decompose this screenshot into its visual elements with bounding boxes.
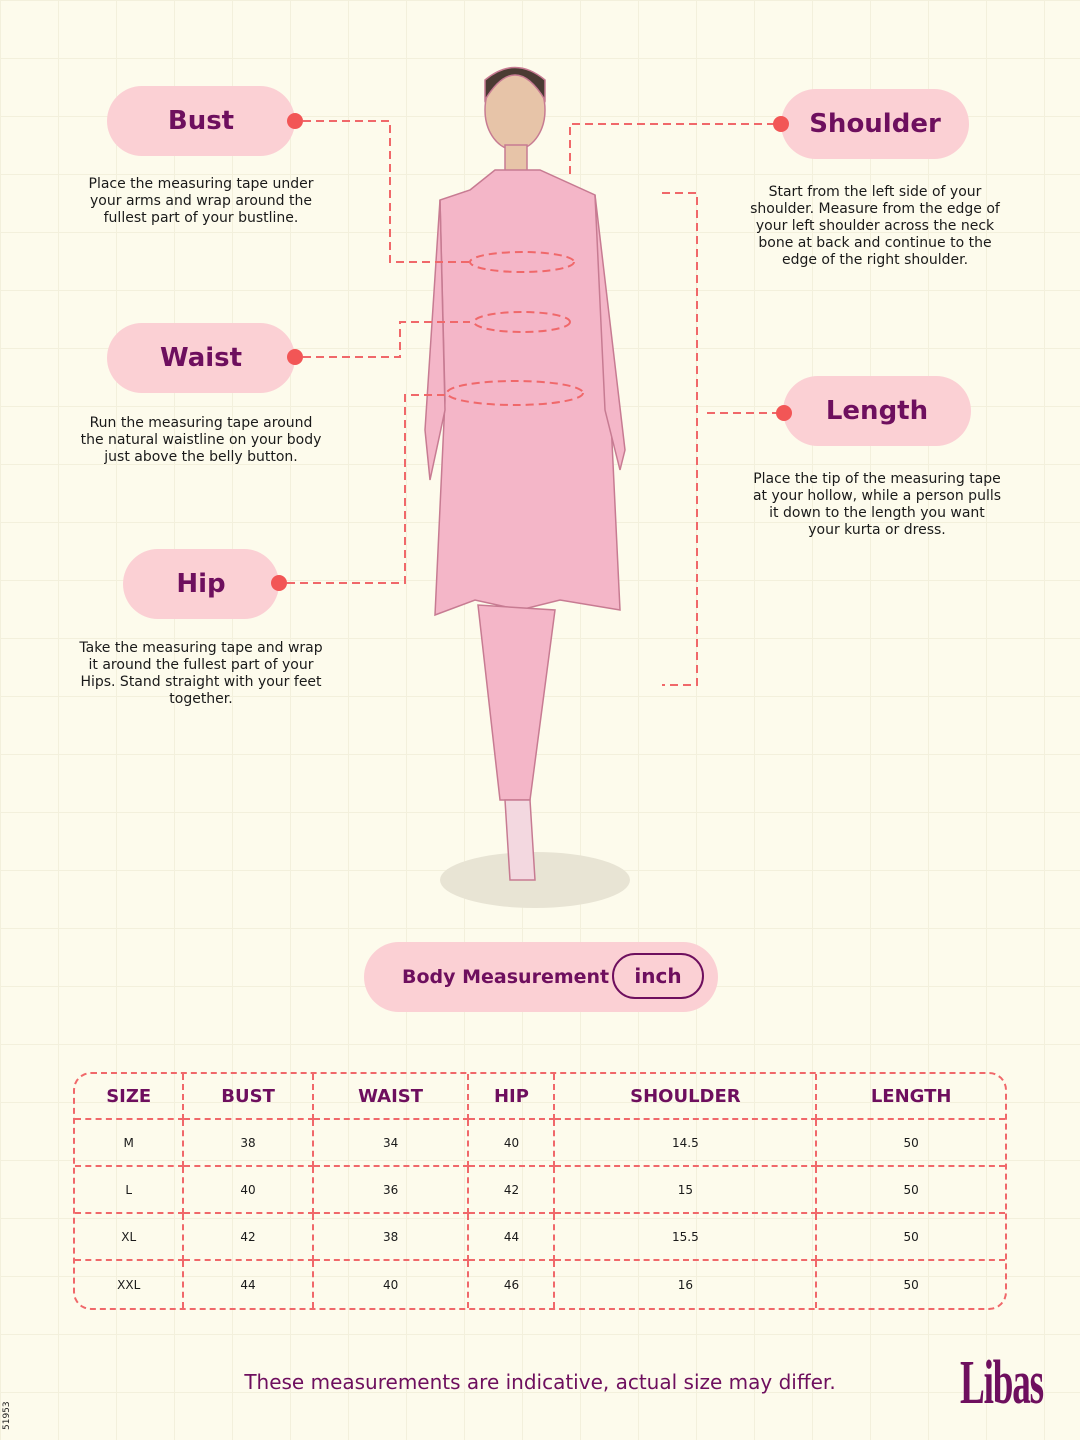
table-cell: 42 xyxy=(469,1167,556,1214)
table-cell: 36 xyxy=(313,1167,470,1214)
table-row: M 38 34 40 14.5 50 xyxy=(75,1120,1005,1167)
table-cell: 16 xyxy=(555,1261,818,1308)
table-cell: XXL xyxy=(75,1261,185,1308)
bust-description: Place the measuring tape under your arms… xyxy=(88,176,314,226)
bust-marker-dot xyxy=(287,113,303,129)
table-cell: M xyxy=(75,1120,185,1167)
table-header-row: SIZE BUST WAIST HIP SHOULDER LENGTH xyxy=(75,1074,1005,1120)
bust-label: Bust xyxy=(107,86,295,156)
table-cell: 50 xyxy=(817,1167,1005,1214)
body-measurement-banner: Body Measurement inch xyxy=(364,942,718,1012)
table-cell: 40 xyxy=(184,1167,314,1214)
size-chart-table: SIZE BUST WAIST HIP SHOULDER LENGTH M 38 34 40 14… xyxy=(73,1072,1007,1310)
column-header: LENGTH xyxy=(817,1074,1005,1120)
table-row: XXL 44 40 46 16 50 xyxy=(75,1261,1005,1308)
waist-description: Run the measuring tape around the natura… xyxy=(80,415,322,465)
disclaimer-text: These measurements are indicative, actua… xyxy=(244,1370,836,1394)
hip-marker-dot xyxy=(271,575,287,591)
illustration xyxy=(287,66,780,908)
table-cell: 38 xyxy=(184,1120,314,1167)
table-cell: 15.5 xyxy=(555,1214,818,1261)
table-cell: 38 xyxy=(313,1214,470,1261)
table-cell: 40 xyxy=(469,1120,556,1167)
table-cell: 15 xyxy=(555,1167,818,1214)
column-header: WAIST xyxy=(313,1074,470,1120)
table-cell: 14.5 xyxy=(555,1120,818,1167)
table-cell: 44 xyxy=(184,1261,314,1308)
table-cell: 50 xyxy=(903,1277,919,1292)
shoulder-description: Start from the left side of your shoulde… xyxy=(750,184,1000,268)
product-code: 51953 xyxy=(2,1401,12,1430)
hip-label: Hip xyxy=(123,549,279,619)
length-marker-dot xyxy=(776,405,792,421)
table-cell: 50 xyxy=(817,1214,1005,1261)
connector-lines xyxy=(287,120,780,686)
table-cell: 46 xyxy=(469,1261,556,1308)
table-cell: 44 xyxy=(469,1214,556,1261)
unit-toggle[interactable]: inch xyxy=(612,953,704,999)
brand-logo: Libas xyxy=(960,1349,1044,1417)
column-header: BUST xyxy=(184,1074,314,1120)
shoulder-label: Shoulder xyxy=(781,89,969,159)
hip-description: Take the measuring tape and wrap it arou… xyxy=(79,640,323,707)
column-header: SIZE xyxy=(75,1074,185,1120)
table-cell: 42 xyxy=(184,1214,314,1261)
column-header: SHOULDER xyxy=(555,1074,818,1120)
table-row: XL 42 38 44 15.5 50 xyxy=(75,1214,1005,1261)
column-header: HIP xyxy=(469,1074,556,1120)
table-cell: XL xyxy=(75,1214,185,1261)
table-cell: 34 xyxy=(313,1120,470,1167)
waist-marker-dot xyxy=(287,349,303,365)
shoulder-marker-dot xyxy=(773,116,789,132)
length-label: Length xyxy=(783,376,971,446)
table-cell: L xyxy=(75,1167,185,1214)
table-row: L 40 36 42 15 50 xyxy=(75,1167,1005,1214)
waist-label: Waist xyxy=(107,323,295,393)
length-description: Place the tip of the measuring tape at y… xyxy=(752,471,1002,538)
body-measurement-label: Body Measurement xyxy=(402,966,610,988)
table-cell: 50 xyxy=(817,1120,1005,1167)
model-figure xyxy=(424,66,630,908)
table-cell: 40 xyxy=(314,1261,470,1308)
